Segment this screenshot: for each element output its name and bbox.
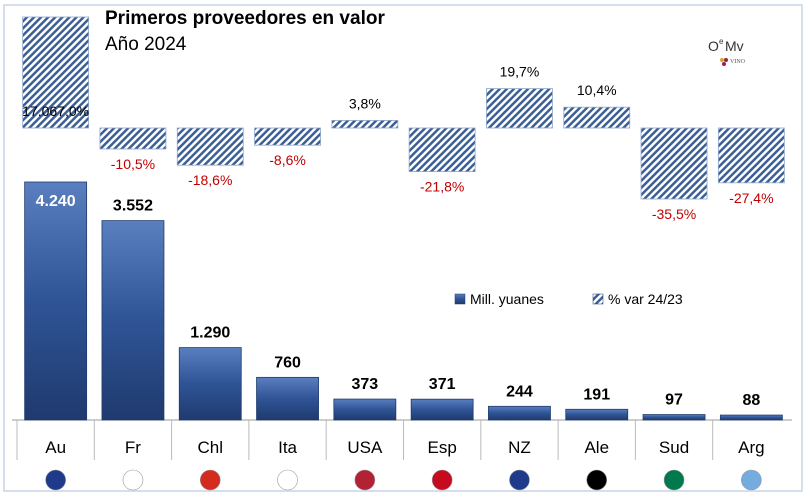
flag-icon-Arg xyxy=(741,469,762,491)
flag-icon-USA xyxy=(354,469,376,491)
value-bar-Fr xyxy=(101,220,165,421)
legend-swatch-1 xyxy=(592,293,604,305)
category-label-Au: Au xyxy=(45,438,66,457)
pct-label-Au: 17.067,0% xyxy=(22,103,89,119)
pct-label-Ale: 10,4% xyxy=(577,82,617,98)
flag-icon-Ita xyxy=(277,469,298,491)
pct-bar-Au xyxy=(22,16,90,129)
value-bar-Sud xyxy=(642,414,706,421)
value-bar-Esp xyxy=(410,398,474,421)
chart-border xyxy=(3,4,803,492)
category-label-Esp: Esp xyxy=(428,438,457,457)
pct-label-Chl: -18,6% xyxy=(188,172,232,188)
value-bar-NZ xyxy=(488,405,551,421)
value-bar-Ita xyxy=(256,376,319,421)
pct-bar-USA xyxy=(331,120,399,129)
pct-label-Ita: -8,6% xyxy=(269,152,306,168)
legend-swatch-0 xyxy=(454,293,466,305)
category-label-Arg: Arg xyxy=(738,438,764,457)
pct-bar-Sud xyxy=(640,127,708,200)
pct-bar-Esp xyxy=(408,127,476,172)
value-label-Au: 4.240 xyxy=(36,193,76,210)
svg-text:O: O xyxy=(708,38,719,54)
oemv-logo: O e Mv VINO xyxy=(708,37,746,66)
category-label-NZ: NZ xyxy=(508,438,531,457)
value-label-NZ: 244 xyxy=(506,383,533,400)
value-label-Arg: 88 xyxy=(742,392,760,409)
category-label-Ale: Ale xyxy=(584,438,609,457)
legend-label-1: % var 24/23 xyxy=(608,291,683,307)
flag-icon-Au xyxy=(45,469,66,491)
pct-bar-Arg xyxy=(717,127,785,184)
value-label-Ita: 760 xyxy=(274,354,301,371)
pct-bar-Ita xyxy=(254,127,321,146)
value-label-Chl: 1.290 xyxy=(190,325,230,342)
value-label-Esp: 371 xyxy=(429,376,456,393)
flag-icon-NZ xyxy=(509,469,530,491)
value-label-Fr: 3.552 xyxy=(113,198,153,215)
category-label-USA: USA xyxy=(347,438,383,457)
pct-label-Esp: -21,8% xyxy=(420,179,464,195)
pct-label-Arg: -27,4% xyxy=(729,190,773,206)
pct-bar-NZ xyxy=(486,88,553,129)
category-label-Fr: Fr xyxy=(125,438,141,457)
value-label-USA: 373 xyxy=(351,376,378,393)
value-label-Ale: 191 xyxy=(583,386,610,403)
pct-label-Fr: -10,5% xyxy=(111,156,155,172)
value-bar-Arg xyxy=(719,414,783,421)
flag-icon-Chl xyxy=(199,469,221,491)
chart-title: Primeros proveedores en valor xyxy=(105,8,385,29)
category-label-Chl: Chl xyxy=(197,438,223,457)
svg-text:e: e xyxy=(719,37,724,46)
flag-icon-Ale xyxy=(586,469,608,491)
category-label-Sud: Sud xyxy=(659,438,689,457)
legend-label-0: Mill. yuanes xyxy=(470,291,544,307)
svg-text:Mv: Mv xyxy=(725,38,744,54)
chart-subtitle: Año 2024 xyxy=(105,34,187,55)
pct-label-NZ: 19,7% xyxy=(500,64,540,80)
value-bar-Ale xyxy=(565,408,629,421)
value-bar-Au xyxy=(24,181,88,421)
pct-bar-Fr xyxy=(99,127,167,150)
pct-label-Sud: -35,5% xyxy=(652,206,696,222)
pct-label-USA: 3,8% xyxy=(349,95,381,111)
value-bar-USA xyxy=(333,398,397,421)
pct-bar-Ale xyxy=(563,106,631,129)
flag-icon-Fr xyxy=(122,469,144,491)
pct-bar-Chl xyxy=(176,127,244,166)
value-bar-Chl xyxy=(178,347,242,421)
category-label-Ita: Ita xyxy=(278,438,297,457)
value-label-Sud: 97 xyxy=(665,392,683,409)
flag-icon-Sud xyxy=(663,469,685,491)
svg-text:VINO: VINO xyxy=(730,59,746,65)
flag-icon-Esp xyxy=(431,469,453,491)
